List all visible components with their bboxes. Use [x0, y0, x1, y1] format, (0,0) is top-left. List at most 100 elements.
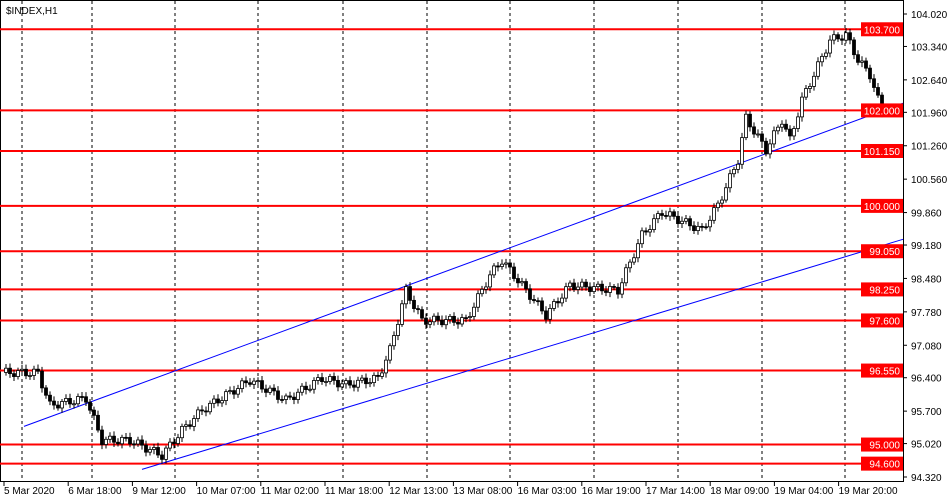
- candle-body: [116, 441, 120, 445]
- candle-body: [652, 218, 656, 230]
- candle-body: [796, 116, 800, 129]
- candle-body: [540, 300, 544, 312]
- candle-body: [640, 230, 644, 245]
- level-price-label: 94.600: [869, 460, 900, 471]
- x-tick-label: 19 Mar 04:00: [774, 486, 833, 497]
- candle-body: [192, 418, 196, 427]
- candle-body: [12, 373, 16, 377]
- candle-body: [20, 368, 24, 371]
- candle-body: [288, 395, 292, 398]
- candle-body: [84, 396, 88, 403]
- x-tick-label: 9 Mar 12:00: [132, 486, 186, 497]
- y-tick-label: 97.780: [911, 308, 942, 319]
- candle-body: [352, 384, 356, 388]
- x-tick-label: 6 Mar 18:00: [68, 486, 122, 497]
- candle-body: [740, 137, 744, 165]
- y-tick-label: 97.080: [911, 341, 942, 352]
- y-tick-label: 100.560: [911, 175, 948, 186]
- candle-body: [456, 321, 460, 325]
- candle-body: [92, 409, 96, 416]
- candle-body: [668, 211, 672, 217]
- candle-body: [36, 368, 40, 372]
- y-tick-label: 101.960: [911, 108, 948, 119]
- x-tick-label: 11 Mar 18:00: [325, 486, 384, 497]
- candle-body: [816, 61, 820, 77]
- candle-body: [300, 385, 304, 393]
- candle-body: [436, 315, 440, 321]
- candle-body: [80, 396, 84, 398]
- candle-body: [480, 288, 484, 295]
- candle-body: [724, 187, 728, 201]
- candle-body: [404, 286, 408, 305]
- plot-area: [0, 0, 904, 482]
- y-tick-label: 99.860: [911, 209, 942, 220]
- candle-body: [828, 39, 832, 54]
- candle-body: [180, 425, 184, 439]
- level-price-badge: [861, 437, 903, 452]
- candle-body: [672, 211, 676, 217]
- candle-body: [700, 225, 704, 228]
- candle-body: [656, 213, 660, 220]
- candle-body: [136, 439, 140, 445]
- candle-body: [716, 202, 720, 209]
- candle-body: [332, 376, 336, 381]
- candle-body: [312, 380, 316, 390]
- candle-body: [32, 368, 36, 376]
- candle-body: [872, 78, 876, 88]
- candle-body: [792, 128, 796, 137]
- candle-body: [60, 401, 64, 409]
- candle-body: [620, 282, 624, 295]
- candle-body: [392, 335, 396, 347]
- candle-body: [272, 387, 276, 392]
- candle-body: [124, 436, 128, 439]
- candle-body: [448, 315, 452, 320]
- candle-body: [616, 286, 620, 295]
- candle-body: [236, 388, 240, 395]
- candle-body: [692, 225, 696, 232]
- candle-body: [44, 387, 48, 396]
- candle-body: [812, 75, 816, 87]
- candle-body: [744, 113, 748, 139]
- y-tick-label: 103.340: [911, 42, 948, 53]
- y-tick-label: 95.020: [911, 440, 942, 451]
- candle-body: [764, 140, 768, 155]
- candle-body: [784, 123, 788, 130]
- candle-body: [632, 257, 636, 263]
- candle-body: [76, 396, 80, 405]
- candle-body: [712, 207, 716, 221]
- y-tick-label: 99.180: [911, 241, 942, 252]
- candle-body: [132, 443, 136, 446]
- candle-body: [148, 449, 152, 453]
- candle-body: [248, 382, 252, 385]
- candle-body: [296, 391, 300, 400]
- candle-body: [188, 424, 192, 427]
- candle-body: [348, 380, 352, 386]
- candle-body: [72, 403, 76, 406]
- x-tick-label: 13 Mar 08:00: [453, 486, 512, 497]
- x-tick-label: 5 Mar 2020: [4, 486, 55, 497]
- candle-body: [104, 438, 108, 445]
- candle-body: [864, 60, 868, 69]
- candle-body: [852, 39, 856, 56]
- candle-body: [364, 377, 368, 385]
- level-price-badge: [861, 103, 903, 118]
- candle-body: [276, 390, 280, 400]
- candle-body: [568, 282, 572, 288]
- candle-body: [512, 266, 516, 279]
- candle-body: [780, 123, 784, 128]
- candle-body: [100, 429, 104, 445]
- level-price-badge: [861, 456, 903, 471]
- candle-body: [388, 345, 392, 361]
- x-tick-label: 16 Mar 03:00: [518, 486, 577, 497]
- candle-body: [260, 380, 264, 390]
- candle-body: [360, 377, 364, 381]
- candle-body: [184, 424, 188, 427]
- candle-body: [504, 262, 508, 265]
- candle-body: [876, 87, 880, 96]
- candle-body: [328, 376, 332, 382]
- candle-body: [472, 306, 476, 317]
- candle-body: [736, 163, 740, 170]
- candle-body: [496, 265, 500, 268]
